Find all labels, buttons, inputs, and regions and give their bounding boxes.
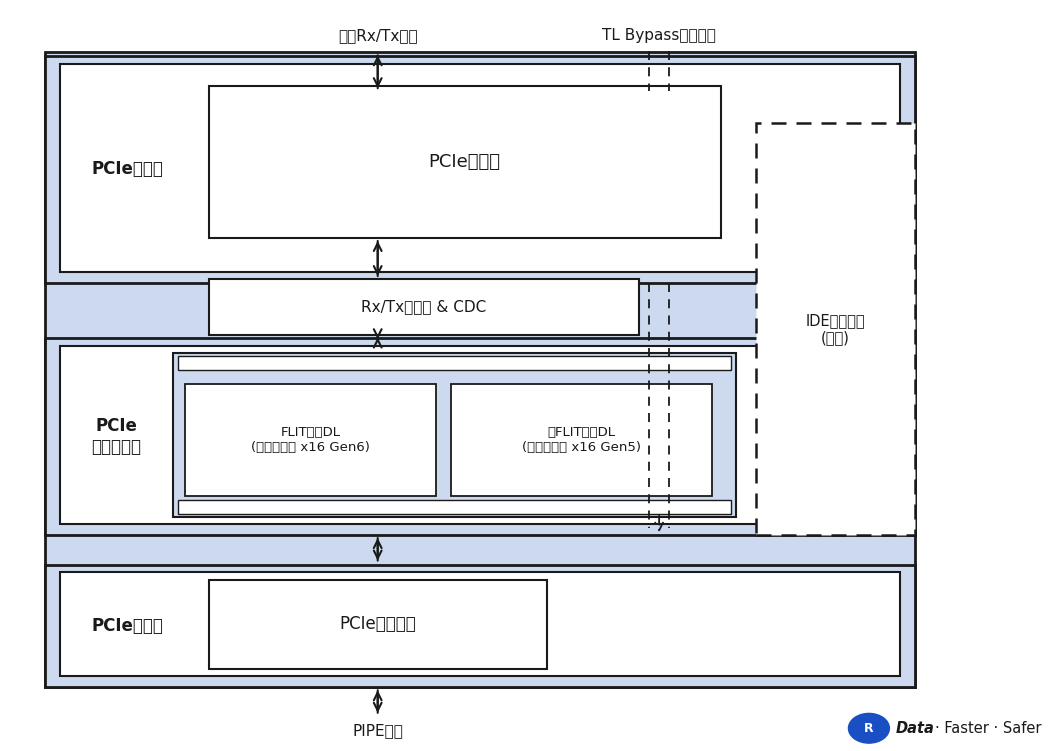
Text: TL Bypass（可选）: TL Bypass（可选） xyxy=(602,28,716,43)
Bar xyxy=(45,56,915,282)
Text: PCIe事务层: PCIe事务层 xyxy=(92,161,163,179)
Text: R: R xyxy=(864,722,874,734)
Bar xyxy=(757,123,915,535)
Bar xyxy=(45,339,915,535)
Text: PCIe物理层: PCIe物理层 xyxy=(92,617,163,635)
Bar xyxy=(209,580,547,669)
Text: PIPE接口: PIPE接口 xyxy=(352,723,403,738)
Text: FLIT模式DL
(最高可支持 x16 Gen6): FLIT模式DL (最高可支持 x16 Gen6) xyxy=(251,426,370,454)
Circle shape xyxy=(848,713,890,743)
Text: Rx/Tx缓冲器 & CDC: Rx/Tx缓冲器 & CDC xyxy=(361,300,486,315)
Text: PCIe事务层: PCIe事务层 xyxy=(429,153,501,171)
Text: Data: Data xyxy=(896,721,934,736)
Text: IDE安全引擎
(可选): IDE安全引擎 (可选) xyxy=(805,313,865,345)
Bar xyxy=(209,86,720,238)
Bar xyxy=(61,572,900,677)
Bar xyxy=(209,279,638,335)
Bar xyxy=(451,385,712,496)
Bar xyxy=(45,565,915,687)
Bar xyxy=(45,53,915,687)
Bar xyxy=(61,64,900,272)
Text: 非FLIT模式DL
(最高可支持 x16 Gen5): 非FLIT模式DL (最高可支持 x16 Gen5) xyxy=(522,426,642,454)
Bar xyxy=(178,356,731,369)
Text: · Faster · Safer: · Faster · Safer xyxy=(935,721,1042,736)
Text: PCIe逻辑子层: PCIe逻辑子层 xyxy=(339,615,416,633)
Text: 高效Rx/Tx接口: 高效Rx/Tx接口 xyxy=(338,28,417,43)
Bar xyxy=(185,385,436,496)
Bar xyxy=(173,353,736,517)
Bar xyxy=(178,500,731,514)
Bar xyxy=(61,345,900,524)
Text: PCIe
数据链路层: PCIe 数据链路层 xyxy=(92,418,142,456)
